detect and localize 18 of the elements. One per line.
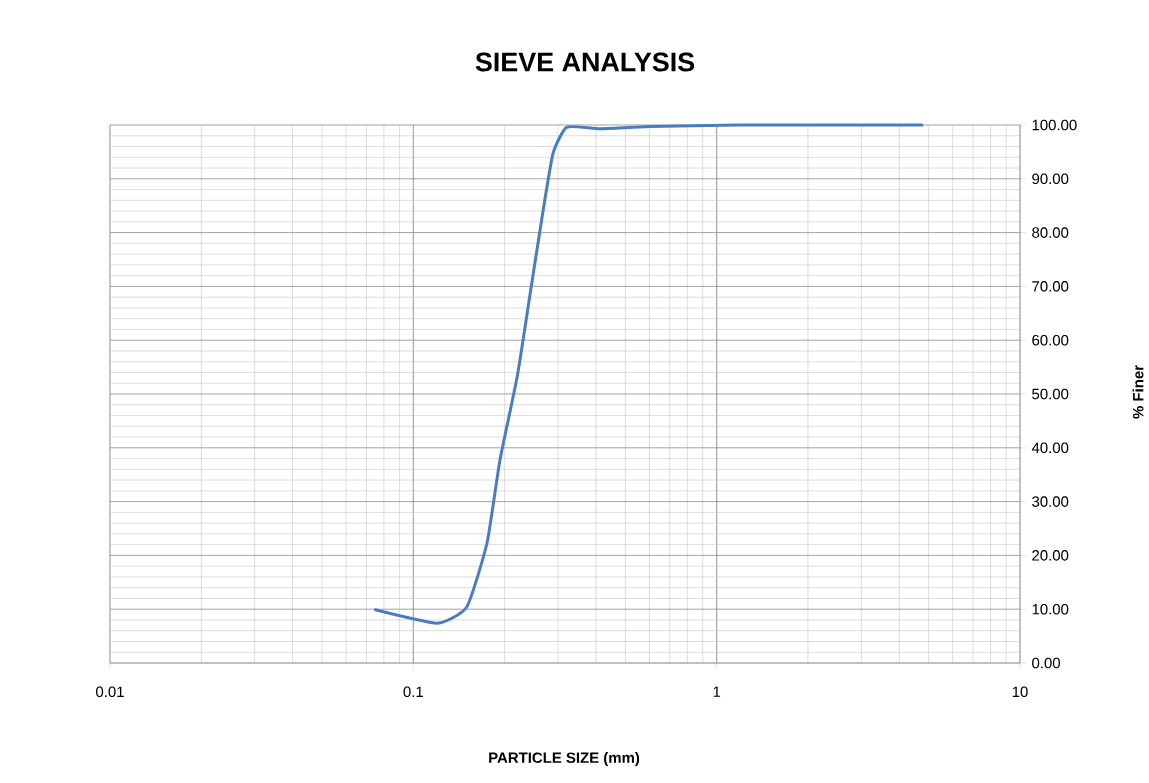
x-axis-title: PARTICLE SIZE (mm) bbox=[489, 752, 640, 766]
y-tick-label: 80.00 bbox=[1032, 227, 1069, 238]
x-tick-label: 0.1 bbox=[403, 686, 423, 698]
y-tick-label: 40.00 bbox=[1031, 442, 1069, 454]
y-tick-label: 60.00 bbox=[1032, 334, 1069, 346]
x-tick-label: 0.01 bbox=[96, 686, 124, 698]
y-tick-label: 70.00 bbox=[1032, 281, 1069, 292]
chart-title: SIEVE ANALYSIS bbox=[475, 52, 695, 72]
y-tick-label: 10.00 bbox=[1032, 603, 1069, 615]
y-tick-label: 20.00 bbox=[1032, 550, 1069, 561]
y-tick-label: 100.00 bbox=[1032, 119, 1077, 131]
y-tick-label: 0.00 bbox=[1032, 657, 1061, 669]
x-tick-label: 10 bbox=[1012, 686, 1028, 698]
x-tick-label: 1 bbox=[713, 686, 721, 697]
y-tick-label: 90.00 bbox=[1032, 173, 1069, 185]
y-tick-label: 50.00 bbox=[1032, 388, 1069, 400]
y-axis-title: % Finer bbox=[1132, 365, 1144, 419]
y-tick-label: 30.00 bbox=[1032, 496, 1069, 507]
